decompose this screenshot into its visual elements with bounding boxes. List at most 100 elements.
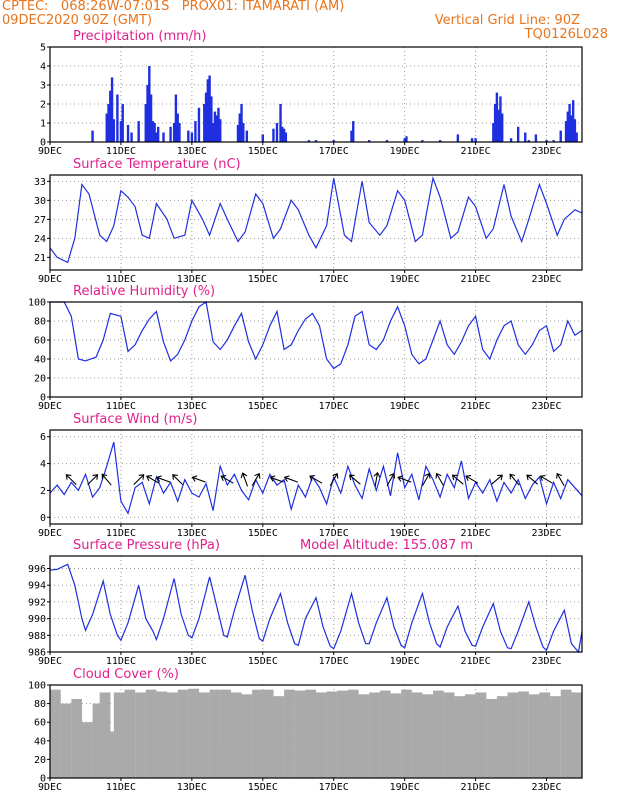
humidity-xtick-label: 13DEC [177, 401, 207, 412]
precip-bar [91, 130, 94, 142]
cloud-bar [358, 694, 370, 778]
pressure-xtick-label: 23DEC [531, 656, 561, 667]
pressure-ytick-label: 986 [28, 648, 46, 659]
temperature-xtick-label: 21DEC [461, 274, 491, 285]
wind-title: Surface Wind (m/s) [73, 412, 197, 427]
pressure-xtick-label: 15DEC [248, 656, 278, 667]
cloud-bar [518, 691, 529, 778]
precip-bar [178, 123, 181, 142]
cloud-bar [316, 692, 327, 778]
cloud-bar [167, 692, 178, 778]
pressure-frame [49, 555, 583, 653]
wind-arrow [329, 472, 339, 487]
cloud-bar [422, 694, 434, 778]
temperature-title: Surface Temperature (nC) [73, 157, 241, 172]
pressure-title: Surface Pressure (hPa) [73, 538, 220, 553]
precip-bar [307, 140, 311, 142]
temperature-xtick-label: 13DEC [177, 274, 207, 285]
wind-arrow [101, 473, 112, 486]
precip-bar [153, 123, 156, 142]
cloud-bar [252, 689, 263, 778]
cloud-bar [135, 692, 146, 778]
temperature-ytick-label: 21 [34, 253, 46, 264]
cloud-bar [486, 698, 497, 778]
pressure-xtick-label: 11DEC [106, 656, 136, 667]
wind-xtick-label: 13DEC [177, 528, 207, 539]
cloud-xtick-label: 17DEC [319, 782, 349, 793]
precip-bar [107, 104, 110, 142]
wind-arrow [156, 475, 171, 483]
cloud-bar [337, 690, 349, 778]
precip-bar [148, 66, 151, 142]
precip-bar [219, 119, 222, 142]
precip-xtick-label: 17DEC [319, 146, 349, 157]
cloud-bar [294, 690, 306, 778]
humidity-line [50, 300, 583, 370]
wind-arrow [373, 471, 381, 487]
cloud-xtick-label: 19DEC [390, 782, 420, 793]
cloud-ytick-label: 0 [40, 774, 46, 785]
humidity-xtick-label: 15DEC [248, 401, 278, 412]
wind-arrow [220, 475, 234, 484]
wind-ytick-label: 4 [40, 459, 46, 470]
wind-arrow [133, 474, 145, 486]
wind-ytick-label: 0 [40, 513, 46, 524]
cloud-bar [454, 696, 466, 778]
precip-bar [238, 113, 241, 142]
precip-bar [236, 124, 240, 142]
cloud-frame [49, 684, 583, 779]
precip-bar [105, 113, 108, 142]
wind-arrow [556, 472, 565, 487]
wind-arrow [451, 474, 464, 485]
precip-bar [405, 136, 408, 142]
precip-bar [497, 109, 500, 142]
pressure-xtick-label: 21DEC [461, 656, 491, 667]
temperature-ytick-label: 33 [34, 177, 46, 188]
precip-bar [126, 124, 130, 142]
wind-arrow [283, 475, 298, 483]
wind-arrow [87, 474, 99, 486]
cloud-bar [305, 689, 317, 778]
precip-bar [261, 134, 264, 142]
precip-bar [527, 140, 530, 142]
precip-bar [174, 94, 178, 142]
precip-bar [162, 132, 165, 142]
precip-bar [470, 138, 474, 142]
humidity-ytick-label: 40 [34, 355, 46, 366]
wind-arrow [146, 475, 160, 484]
cloud-bar [443, 692, 455, 778]
wind-xtick-label: 21DEC [461, 528, 491, 539]
precip-bar [516, 126, 520, 142]
precip-bar [456, 134, 460, 142]
precip-bar [187, 130, 190, 142]
cloud-bar [528, 694, 540, 778]
precip-bar [211, 123, 215, 142]
precip-bar [172, 123, 176, 142]
cloud-bar [496, 696, 508, 778]
humidity-title: Relative Humidity (%) [73, 284, 215, 299]
precip-bar [156, 126, 160, 142]
cloud-bar [230, 692, 242, 778]
precip-bar [493, 104, 497, 142]
precip-bar [149, 94, 153, 142]
cloud-bar [103, 731, 114, 778]
cloud-ytick-label: 100 [28, 681, 46, 692]
cloud-xtick-label: 21DEC [461, 782, 491, 793]
header-model-code: TQ0126L028 [524, 27, 608, 42]
cloud-ytick-label: 80 [34, 699, 46, 710]
wind-arrow [539, 475, 553, 484]
precip-ytick-label: 0 [40, 138, 46, 149]
precip-bar [112, 119, 116, 142]
precip-xtick-label: 23DEC [531, 146, 561, 157]
cloud-bar [507, 692, 519, 778]
cloud-bar [475, 692, 487, 778]
precip-bar [217, 107, 220, 142]
pressure-annotation: Model Altitude: 155.087 m [300, 538, 473, 553]
cloud-ytick-label: 40 [34, 736, 46, 747]
precip-bar [352, 121, 355, 142]
cloud-bar [347, 689, 359, 778]
pressure-xtick-label: 13DEC [177, 656, 207, 667]
cloud-bar [539, 692, 551, 778]
cloud-bar [50, 689, 61, 778]
precip-xtick-label: 11DEC [106, 146, 136, 157]
